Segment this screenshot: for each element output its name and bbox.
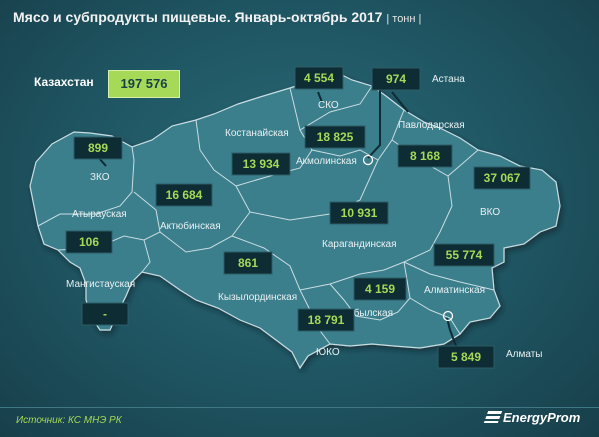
value-astana: 974	[386, 72, 406, 86]
value-box-zko: 899	[73, 136, 123, 160]
value-yuko: 18 791	[308, 313, 345, 327]
value-box-sko: 4 554	[294, 66, 344, 90]
value-sko: 4 554	[304, 71, 334, 85]
label-pavlodar: Павлодарская	[398, 120, 465, 131]
label-sko: СКО	[318, 100, 339, 111]
country-label: Казахстан	[34, 75, 94, 89]
value-box-akmola: 18 825	[304, 125, 366, 149]
value-kyzylorda: 861	[238, 256, 258, 270]
value-box-astana: 974	[371, 67, 421, 91]
value-box-aktobe: 16 684	[155, 183, 213, 207]
country-total: 197 576	[108, 70, 180, 98]
value-zhambyl: 4 159	[365, 282, 395, 296]
value-box-atyrau: 106	[65, 230, 113, 254]
value-box-karaganda: 10 931	[329, 201, 389, 225]
label-kostanay: Костанайская	[225, 128, 289, 139]
value-boxes: 899 106 - 16 684 13 934 4 554 974 18 825…	[65, 66, 531, 369]
value-box-zhambyl: 4 159	[353, 277, 407, 301]
value-atyrau: 106	[79, 235, 99, 249]
label-almaty: Алматы	[506, 349, 543, 360]
page-title: Мясо и субпродукты пищевые. Январь-октяб…	[13, 9, 421, 25]
value-box-yuko: 18 791	[297, 308, 355, 332]
value-almaty-obl: 55 774	[446, 248, 483, 262]
label-karaganda: Карагандинская	[322, 239, 397, 250]
value-box-vko: 37 067	[473, 166, 531, 190]
astana-marker	[362, 154, 374, 166]
value-box-almaty-obl: 55 774	[433, 243, 495, 267]
label-akmola: Акмолинская	[296, 156, 357, 167]
value-box-pavlodar: 8 168	[397, 144, 453, 168]
value-box-almaty: 5 849	[437, 345, 495, 369]
value-box-kostanay: 13 934	[231, 152, 291, 176]
title-text: Мясо и субпродукты пищевые. Январь-октяб…	[13, 9, 383, 25]
value-zko: 899	[88, 141, 108, 155]
value-box-kyzylorda: 861	[223, 251, 273, 275]
value-pavlodar: 8 168	[410, 149, 440, 163]
value-karaganda: 10 931	[341, 206, 378, 220]
label-mangystau: Мангистауская	[66, 279, 135, 290]
logo-icon	[483, 411, 503, 423]
label-almaty-obl: Алматинская	[424, 285, 485, 296]
unit-label: | тонн |	[386, 13, 422, 25]
value-mangystau: -	[103, 307, 107, 321]
label-yuko: ЮКО	[316, 347, 340, 358]
value-aktobe: 16 684	[166, 188, 203, 202]
source-note: Источник: КС МНЭ РК	[16, 415, 122, 426]
region-labels: ЗКО Атырауская Мангистауская Актюбинская…	[66, 74, 543, 360]
value-vko: 37 067	[484, 171, 521, 185]
value-akmola: 18 825	[317, 130, 354, 144]
value-almaty: 5 849	[451, 350, 481, 364]
brand-logo: EnergyProm	[483, 410, 581, 425]
value-kostanay: 13 934	[243, 157, 280, 171]
label-zko: ЗКО	[90, 172, 110, 183]
label-atyrau: Атырауская	[72, 209, 127, 220]
label-kyzylorda: Кызылординская	[218, 292, 297, 303]
footer-divider	[0, 407, 599, 408]
label-astana: Астана	[432, 74, 465, 85]
almaty-marker	[442, 310, 454, 322]
value-box-mangystau: -	[81, 302, 129, 326]
label-vko: ВКО	[480, 207, 500, 218]
logo-text: EnergyProm	[503, 410, 581, 425]
label-aktobe: Актюбинская	[160, 220, 221, 232]
